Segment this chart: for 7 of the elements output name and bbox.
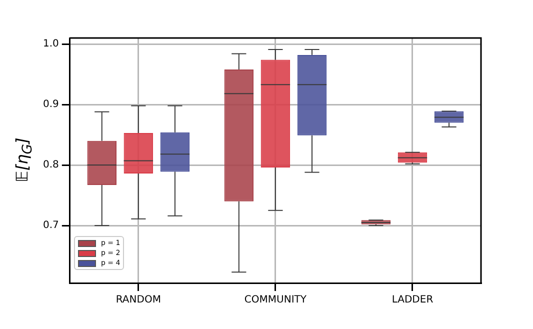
x-tick-label: COMMUNITY (244, 294, 308, 306)
x-tick-label: LADDER (392, 294, 434, 306)
x-tick-label: RANDOM (116, 294, 161, 306)
y-tick-label: 0.9 (42, 99, 59, 110)
y-tick-label: 1.0 (42, 38, 59, 50)
y-tick-label: 0.7 (42, 220, 59, 232)
y-tick-label: 0.8 (42, 160, 59, 171)
